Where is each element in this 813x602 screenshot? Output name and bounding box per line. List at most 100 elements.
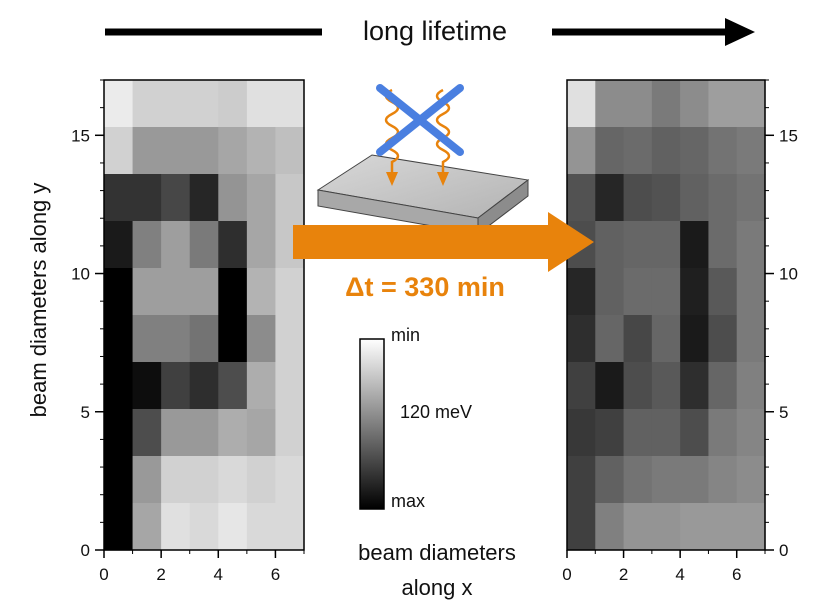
colorbar: min 120 meV max bbox=[359, 325, 472, 511]
after-cell-r6-c1 bbox=[595, 362, 625, 410]
transition-arrow-shape bbox=[293, 212, 594, 272]
colorbar-top-label: min bbox=[391, 325, 420, 345]
before-cell-r7-c1 bbox=[132, 409, 162, 457]
after-cell-r6-c4 bbox=[680, 362, 710, 410]
after-cell-r7-c0 bbox=[567, 409, 596, 457]
after-cell-r9-c2 bbox=[623, 503, 653, 551]
before-cell-r8-c0 bbox=[104, 456, 134, 504]
after-cell-r1-c0 bbox=[567, 127, 596, 175]
after-cell-r2-c4 bbox=[680, 174, 710, 222]
after-cell-r2-c5 bbox=[708, 174, 738, 222]
after-cell-r1-c3 bbox=[651, 127, 681, 175]
before-cell-r5-c5 bbox=[246, 315, 277, 363]
after-cell-r5-c3 bbox=[651, 315, 681, 363]
after-cell-r8-c2 bbox=[623, 456, 653, 504]
before-cell-r0-c6 bbox=[275, 80, 305, 128]
after-cell-r0-c5 bbox=[708, 80, 738, 128]
before-y-tick-label: 5 bbox=[81, 403, 90, 422]
after-cell-r3-c4 bbox=[680, 221, 710, 269]
before-cell-r0-c3 bbox=[189, 80, 219, 128]
before-cell-r9-c3 bbox=[189, 503, 219, 551]
after-cell-r5-c6 bbox=[736, 315, 766, 363]
after-cell-r5-c1 bbox=[595, 315, 625, 363]
before-cell-r5-c2 bbox=[161, 315, 191, 363]
after-y-tick-label: 10 bbox=[779, 265, 798, 284]
before-cell-r4-c2 bbox=[161, 268, 191, 316]
before-cell-r7-c3 bbox=[189, 409, 219, 457]
before-cell-r0-c5 bbox=[246, 80, 277, 128]
after-plot-frame bbox=[566, 79, 766, 551]
after-cell-r9-c6 bbox=[736, 503, 766, 551]
before-cell-r1-c3 bbox=[189, 127, 219, 175]
before-cell-r8-c6 bbox=[275, 456, 305, 504]
after-cell-r9-c1 bbox=[595, 503, 625, 551]
laser-arrowhead-right bbox=[437, 172, 449, 186]
before-cell-r4-c1 bbox=[132, 268, 162, 316]
before-cell-r6-c4 bbox=[218, 362, 248, 410]
before-cell-r2-c5 bbox=[246, 174, 277, 222]
before-cell-r9-c6 bbox=[275, 503, 305, 551]
x-axis-title-line2: along x bbox=[402, 575, 473, 600]
laser-beams-blocked bbox=[376, 84, 464, 186]
after-cell-r1-c6 bbox=[736, 127, 766, 175]
before-cell-r6-c2 bbox=[161, 362, 191, 410]
after-cell-r9-c3 bbox=[651, 503, 681, 551]
after-cell-r0-c2 bbox=[623, 80, 653, 128]
after-cell-r0-c3 bbox=[651, 80, 681, 128]
transition-label: Δt = 330 min bbox=[345, 272, 505, 302]
before-cell-r2-c4 bbox=[218, 174, 248, 222]
before-cell-r7-c2 bbox=[161, 409, 191, 457]
before-cell-r0-c0 bbox=[104, 80, 134, 128]
laser-arrowhead-left bbox=[386, 172, 398, 186]
after-y-tick-label: 5 bbox=[779, 403, 788, 422]
after-cell-r7-c5 bbox=[708, 409, 738, 457]
before-cell-r5-c4 bbox=[218, 315, 248, 363]
after-cell-r0-c1 bbox=[595, 80, 625, 128]
before-cell-r4-c4 bbox=[218, 268, 248, 316]
after-cell-r4-c2 bbox=[623, 268, 653, 316]
before-cell-r8-c5 bbox=[246, 456, 277, 504]
after-x-tick-label: 0 bbox=[562, 565, 571, 584]
before-cell-r1-c6 bbox=[275, 127, 305, 175]
after-cell-r7-c4 bbox=[680, 409, 710, 457]
after-cell-r0-c0 bbox=[567, 80, 596, 128]
before-cell-r4-c3 bbox=[189, 268, 219, 316]
after-cell-r7-c2 bbox=[623, 409, 653, 457]
before-cell-r2-c1 bbox=[132, 174, 162, 222]
before-cell-r6-c3 bbox=[189, 362, 219, 410]
after-cell-r9-c5 bbox=[708, 503, 738, 551]
after-cell-r5-c0 bbox=[567, 315, 596, 363]
before-cell-r9-c0 bbox=[104, 503, 134, 551]
before-cell-r1-c1 bbox=[132, 127, 162, 175]
after-cell-r2-c0 bbox=[567, 174, 596, 222]
before-cell-r5-c1 bbox=[132, 315, 162, 363]
before-x-tick-label: 0 bbox=[99, 565, 108, 584]
before-cell-r1-c4 bbox=[218, 127, 248, 175]
after-cell-r8-c1 bbox=[595, 456, 625, 504]
colorbar-gradient bbox=[359, 338, 385, 510]
sample-slab bbox=[316, 154, 530, 236]
after-cell-r6-c3 bbox=[651, 362, 681, 410]
after-cell-r9-c0 bbox=[567, 503, 596, 551]
before-cell-r0-c4 bbox=[218, 80, 248, 128]
after-cell-r5-c2 bbox=[623, 315, 653, 363]
before-y-tick-label: 0 bbox=[81, 541, 90, 560]
before-cell-r1-c0 bbox=[104, 127, 134, 175]
after-x-tick-label: 2 bbox=[619, 565, 628, 584]
after-cell-r3-c2 bbox=[623, 221, 653, 269]
before-cell-r7-c4 bbox=[218, 409, 248, 457]
after-cell-r8-c5 bbox=[708, 456, 738, 504]
header-arrowhead bbox=[725, 18, 755, 46]
after-x-tick-label: 6 bbox=[732, 565, 741, 584]
after-cell-r6-c6 bbox=[736, 362, 766, 410]
after-cell-r8-c0 bbox=[567, 456, 596, 504]
before-x-tick-label: 6 bbox=[271, 565, 280, 584]
before-cell-r6-c5 bbox=[246, 362, 277, 410]
after-cell-r3-c5 bbox=[708, 221, 738, 269]
before-cell-r7-c0 bbox=[104, 409, 134, 457]
after-cell-r2-c6 bbox=[736, 174, 766, 222]
after-cell-r4-c3 bbox=[651, 268, 681, 316]
after-cell-r7-c6 bbox=[736, 409, 766, 457]
before-cell-r7-c6 bbox=[275, 409, 305, 457]
